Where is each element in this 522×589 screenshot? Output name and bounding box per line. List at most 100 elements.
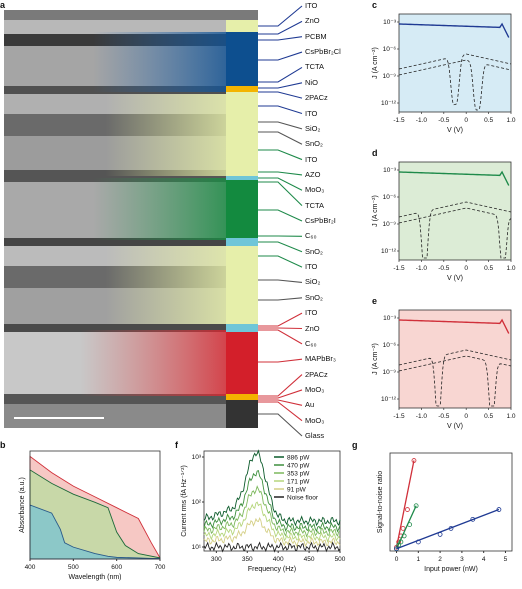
y-axis-label: Current rms (fA Hz⁻¹ᐟ²) — [181, 465, 188, 537]
y-tick-label: 10³ — [192, 454, 202, 461]
x-tick-label: 300 — [211, 556, 222, 563]
layer-leader-line — [258, 312, 303, 327]
jv-x-tick-label: -1.0 — [416, 117, 428, 124]
layer-leader-line — [258, 5, 303, 27]
x-tick-label: 2 — [438, 556, 442, 563]
data-point — [448, 525, 454, 531]
jv-x-tick-label: -0.5 — [438, 117, 450, 124]
layer-leader-line — [258, 399, 303, 406]
x-tick-label: 500 — [68, 564, 79, 571]
noise-series-line — [203, 449, 341, 527]
jv-plot-area — [398, 161, 512, 261]
x-tick-label: 500 — [335, 556, 346, 563]
jv-x-axis-label: V (V) — [447, 423, 463, 430]
panel-letter-g: g — [352, 440, 358, 450]
layer-leader-line — [258, 149, 303, 161]
data-point — [411, 458, 417, 463]
layer-leader-line — [258, 297, 303, 301]
layer-leader-line — [258, 389, 303, 399]
panel-letter-d: d — [372, 148, 378, 158]
x-tick-label: 600 — [111, 564, 122, 571]
jv-light-curve — [398, 22, 510, 38]
jv-x-tick-label: 1.0 — [506, 117, 515, 124]
jv-plot-area — [398, 309, 512, 409]
layer-label: SiO₂ — [305, 123, 321, 133]
layer-leader-line — [258, 121, 303, 130]
layer-label: ITO — [305, 1, 318, 10]
jv-y-tick-label: 10⁻⁹ — [383, 221, 397, 228]
layer-label: ITO — [305, 262, 318, 272]
x-tick-label: 350 — [242, 556, 253, 563]
jv-x-tick-label: 1.0 — [506, 265, 515, 272]
layer-leader-line — [258, 91, 303, 99]
layer-label: ITO — [305, 108, 318, 118]
layer-leader-line — [258, 255, 303, 268]
legend-label: 171 pW — [287, 479, 310, 486]
layer-label: MAPbBr₃ — [305, 354, 336, 364]
jv-dark-curve — [398, 59, 512, 111]
panel-letter-b: b — [0, 440, 6, 450]
layer-leader-line — [258, 131, 303, 145]
layer-label: Au — [305, 400, 315, 410]
layer-label: C₆₀ — [305, 338, 317, 348]
layer-label: SnO₂ — [305, 139, 323, 149]
layer-leader-line — [258, 20, 303, 35]
layer-label: CsPbBr₂I — [305, 216, 336, 225]
x-axis-label: Wavelength (nm) — [68, 574, 121, 581]
layer-label: ZnO — [305, 323, 320, 333]
legend-label: 91 pW — [287, 487, 307, 494]
noise-series-line — [203, 469, 341, 533]
jv-y-axis-label: J (A cm⁻²) — [372, 195, 379, 227]
legend-label: 886 pW — [287, 455, 310, 462]
layer-leader-line — [258, 374, 303, 397]
legend-label: Noise floor — [287, 495, 319, 502]
data-point — [398, 539, 404, 545]
layer-label: ITO — [305, 308, 318, 318]
chart-frame — [29, 450, 161, 560]
jv-y-tick-label: 10⁻¹² — [381, 396, 397, 403]
layer-leader-line — [258, 181, 303, 207]
snr-chart: 0 1 2 3 4 5 Input power (nW) Signal-to-noise ra… — [377, 452, 513, 573]
jv-y-tick-label: 10⁻¹² — [381, 248, 397, 255]
jv-light-curve — [398, 170, 510, 186]
jv-plot-blue: -1.5 -1.0 -0.5 0 0.5 1.0 10⁻³ 10⁻⁶ 10⁻⁹ 10⁻¹² V (V… — [372, 13, 516, 134]
layer-leader-line — [258, 105, 303, 115]
jv-y-tick-label: 10⁻⁶ — [383, 342, 397, 349]
x-tick-label: 4 — [482, 556, 486, 563]
jv-y-tick-label: 10⁻⁶ — [383, 194, 397, 201]
layer-label: 2PACz — [305, 369, 328, 379]
layer-leader-line — [258, 36, 303, 41]
layer-label: PCBM — [305, 31, 327, 41]
data-point — [415, 539, 421, 545]
x-tick-label: 400 — [25, 564, 36, 571]
panel-letter-a: a — [0, 0, 6, 10]
noise-series-line — [203, 485, 341, 538]
jv-y-tick-label: 10⁻⁹ — [383, 369, 397, 376]
y-axis-label: Absorbance (a.u.) — [19, 477, 26, 533]
layer-label: TCTA — [305, 200, 325, 210]
x-tick-label: 3 — [460, 556, 464, 563]
jv-dark-curve — [398, 207, 512, 259]
data-point — [401, 533, 407, 539]
layer-label: SiO₂ — [305, 277, 321, 287]
fit-line — [395, 460, 415, 548]
x-axis-label: Frequency (Hz) — [248, 566, 296, 573]
layer-leader-line — [258, 82, 303, 89]
x-tick-label: 400 — [273, 556, 284, 563]
layer-leader-line — [258, 171, 303, 176]
noise-series-line — [203, 517, 341, 548]
data-point — [405, 507, 410, 512]
y-axis-label: Signal-to-noise ratio — [377, 471, 384, 533]
jv-x-tick-label: 0 — [464, 265, 468, 272]
absorbance-chart: 400 500 600 700 Wavelength (nm) Absorbance (a… — [19, 450, 166, 581]
layer-label: ZnO — [305, 16, 320, 26]
jv-x-tick-label: 0 — [464, 117, 468, 124]
layer-leader-line — [258, 401, 303, 422]
legend-label: 353 pW — [287, 471, 310, 478]
layer-label: CsPbBr₂Cl — [305, 47, 341, 57]
jv-y-axis-label: J (A cm⁻²) — [372, 47, 379, 79]
jv-y-tick-label: 10⁻⁹ — [383, 73, 397, 80]
data-point — [496, 507, 502, 512]
layer-leader-line — [258, 329, 303, 345]
